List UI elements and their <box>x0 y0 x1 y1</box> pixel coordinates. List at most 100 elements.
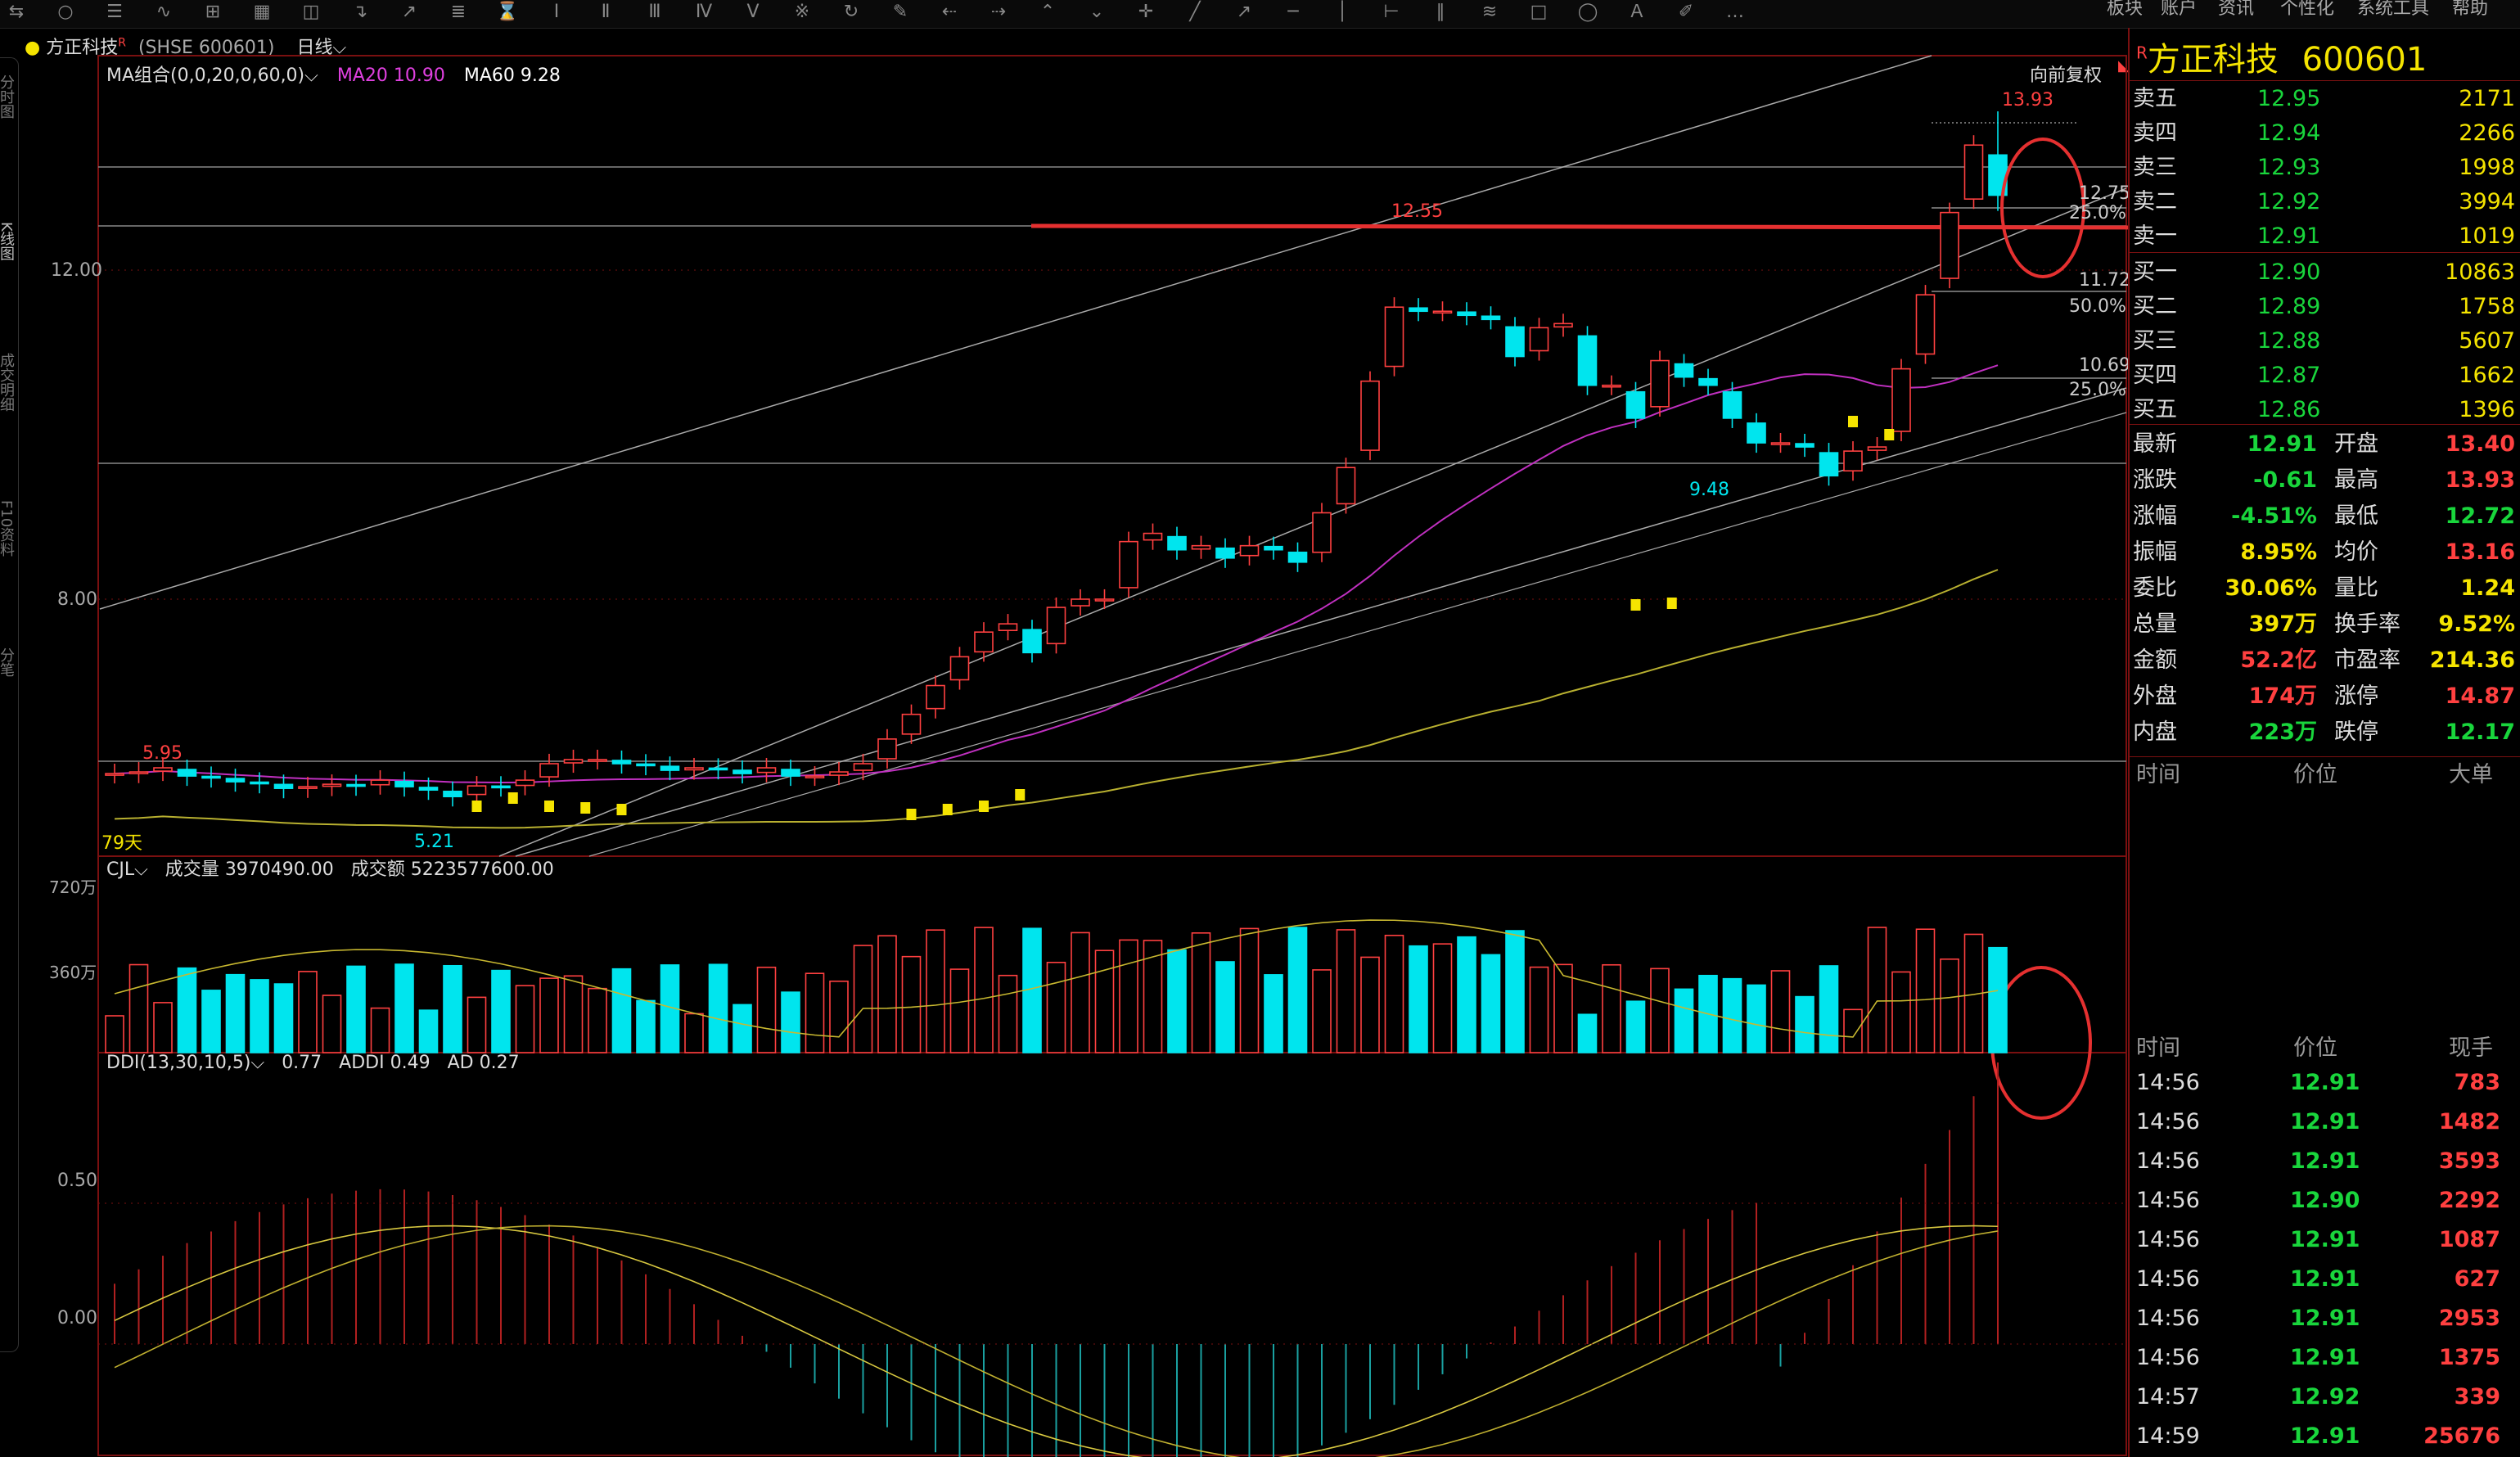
chevron-down-icon[interactable]: ⌵ <box>332 38 347 58</box>
tab-ticks[interactable]: 分笔 <box>0 647 15 677</box>
vol-tick-360: 360万 <box>49 963 97 982</box>
tick-row[interactable]: 14:56 12.90 2292 <box>2130 1184 2520 1218</box>
news-marker-icon <box>471 801 482 812</box>
bid-row[interactable]: 买五 12.86 1396 <box>2130 393 2520 427</box>
cross-icon[interactable]: ✛ <box>1138 2 1154 22</box>
volume-bar <box>1674 988 1694 1053</box>
volume-bar <box>974 927 994 1053</box>
volume-bar <box>491 969 511 1053</box>
custom-icon[interactable]: ※ <box>794 2 810 22</box>
bid-row[interactable]: 买一 12.90 10863 <box>2130 255 2520 290</box>
stat-value: 214.36 <box>2429 647 2515 673</box>
ask-row[interactable]: 卖二 12.92 3994 <box>2130 185 2520 219</box>
back-icon[interactable]: ⇆ <box>8 2 25 22</box>
ray-icon[interactable]: ↗ <box>1236 2 1252 22</box>
layer-icon[interactable]: ≣ <box>450 2 467 22</box>
tick-row[interactable]: 14:56 12.91 627 <box>2130 1262 2520 1297</box>
tick-row[interactable]: 14:56 12.91 1375 <box>2130 1341 2520 1375</box>
volume-bar <box>1239 927 1260 1053</box>
bid-row[interactable]: 买三 12.88 5607 <box>2130 324 2520 359</box>
line-icon[interactable]: ╱ <box>1189 2 1201 22</box>
minute-icon[interactable]: ⌛ <box>496 2 519 22</box>
wave-icon[interactable]: ∿ <box>156 2 172 22</box>
menu-item-1[interactable]: 账户 <box>2161 0 2198 19</box>
more-icon[interactable]: … <box>1726 2 1744 22</box>
menu-item-5[interactable]: 帮助 <box>2452 0 2489 19</box>
period-select[interactable]: 日线 <box>296 38 333 58</box>
month-icon[interactable]: Ⅲ <box>648 2 661 22</box>
season-icon[interactable]: Ⅳ <box>695 2 713 22</box>
pin-icon[interactable]: ↴ <box>352 2 368 22</box>
tick-volume: 1375 <box>2438 1345 2500 1370</box>
tick-row[interactable]: 14:56 12.91 3593 <box>2130 1144 2520 1179</box>
draw-icon[interactable]: ✎ <box>892 2 908 22</box>
table-icon[interactable]: ▦ <box>253 2 271 22</box>
chevron-down-icon[interactable]: ⌵ <box>304 65 318 86</box>
addi-line <box>114 1225 1999 1457</box>
ellipse-icon[interactable]: ◯ <box>1577 2 1598 22</box>
tab-time-share[interactable]: 分时图 <box>0 74 15 119</box>
pen-icon[interactable]: ✐ <box>1678 2 1694 22</box>
channel-icon[interactable]: ∥ <box>1436 2 1445 22</box>
stat-label: 换手率 <box>2334 611 2401 637</box>
refresh-icon[interactable]: ↻ <box>843 2 859 22</box>
hline-icon[interactable]: ─ <box>1287 2 1299 22</box>
tick-row[interactable]: 14:56 12.91 1482 <box>2130 1105 2520 1139</box>
text-icon[interactable]: Ａ <box>1627 2 1646 22</box>
vline-icon[interactable]: │ <box>1337 2 1348 22</box>
candle-body <box>877 738 897 760</box>
chevron-down-icon[interactable]: ⌵ <box>250 1053 265 1073</box>
ticks-time-header: 时间 <box>2136 1035 2180 1061</box>
bid-row[interactable]: 买四 12.87 1662 <box>2130 359 2520 393</box>
arrow-right-icon[interactable]: ⇢ <box>990 2 1007 22</box>
ask-row[interactable]: 卖一 12.91 1019 <box>2130 219 2520 254</box>
ask-volume: 3994 <box>2459 189 2515 214</box>
volume-bar <box>1409 945 1428 1053</box>
tab-kline[interactable]: K线图 <box>0 222 15 261</box>
year-icon[interactable]: Ⅴ <box>746 2 760 22</box>
tab-trade-detail[interactable]: 成交明细 <box>0 353 15 412</box>
tick-row[interactable]: 14:57 12.92 339 <box>2130 1380 2520 1414</box>
ddi-label[interactable]: DDI(13,30,10,5) <box>106 1053 251 1073</box>
ma-indicator-label[interactable]: MA组合(0,0,20,0,60,0) <box>106 65 305 86</box>
volume-bar <box>1770 970 1791 1053</box>
segment-icon[interactable]: ⊢ <box>1383 2 1400 22</box>
volume-bar <box>250 979 269 1053</box>
stat-value: 52.2亿 <box>2240 647 2317 673</box>
arrow-left-icon[interactable]: ⇠ <box>941 2 958 22</box>
tick-row[interactable]: 14:56 12.91 783 <box>2130 1066 2520 1100</box>
candle-body <box>926 684 945 710</box>
menu-item-0[interactable]: 板块 <box>2107 0 2144 19</box>
split-icon[interactable]: ⊞ <box>205 2 221 22</box>
adjust-label[interactable]: 向前复权 <box>2030 65 2103 86</box>
goto-icon[interactable]: ↗ <box>401 2 417 22</box>
ask-row[interactable]: 卖五 12.95 2171 <box>2130 82 2520 116</box>
week-icon[interactable]: Ⅱ <box>601 2 611 22</box>
rect-icon[interactable]: □ <box>1530 2 1548 22</box>
list-icon[interactable]: ☰ <box>106 2 123 22</box>
tick-row[interactable]: 14:56 12.91 1087 <box>2130 1223 2520 1257</box>
big-orders-header: 时间 价位 大单 <box>2130 758 2520 792</box>
chevron-down-icon[interactable]: ⌵ <box>134 859 148 880</box>
circle-icon[interactable]: ○ <box>57 2 74 22</box>
stat-label: 均价 <box>2334 539 2378 565</box>
menu-item-4[interactable]: 系统工具 <box>2357 0 2430 19</box>
down-icon[interactable]: ⌄ <box>1089 2 1105 22</box>
chart-area[interactable]: ● 方正科技R (SHSE 600601) 日线⌵ MA组合(0,0,20,0,… <box>0 28 2130 1457</box>
tab-f10[interactable]: F10资料 <box>0 500 15 557</box>
ask-row[interactable]: 卖三 12.93 1998 <box>2130 151 2520 185</box>
day-icon[interactable]: Ⅰ <box>553 2 560 22</box>
candle-body <box>1940 211 1959 279</box>
cjl-label[interactable]: CJL <box>106 859 135 880</box>
fib-icon[interactable]: ≋ <box>1481 2 1498 22</box>
tick-row[interactable]: 14:56 12.91 2953 <box>2130 1301 2520 1336</box>
bid-row[interactable]: 买二 12.89 1758 <box>2130 290 2520 324</box>
ddi-legend: DDI(13,30,10,5)⌵ 0.77 ADDI 0.49 AD 0.27 <box>106 1053 520 1073</box>
chart-icon[interactable]: ◫ <box>302 2 320 22</box>
ask-row[interactable]: 卖四 12.94 2266 <box>2130 116 2520 151</box>
up-icon[interactable]: ⌃ <box>1039 2 1056 22</box>
menu-item-3[interactable]: 个性化 <box>2280 0 2335 19</box>
volume-bar <box>1747 984 1766 1053</box>
menu-item-2[interactable]: 资讯 <box>2218 0 2255 19</box>
tick-row[interactable]: 14:59 12.91 25676 <box>2130 1419 2520 1454</box>
